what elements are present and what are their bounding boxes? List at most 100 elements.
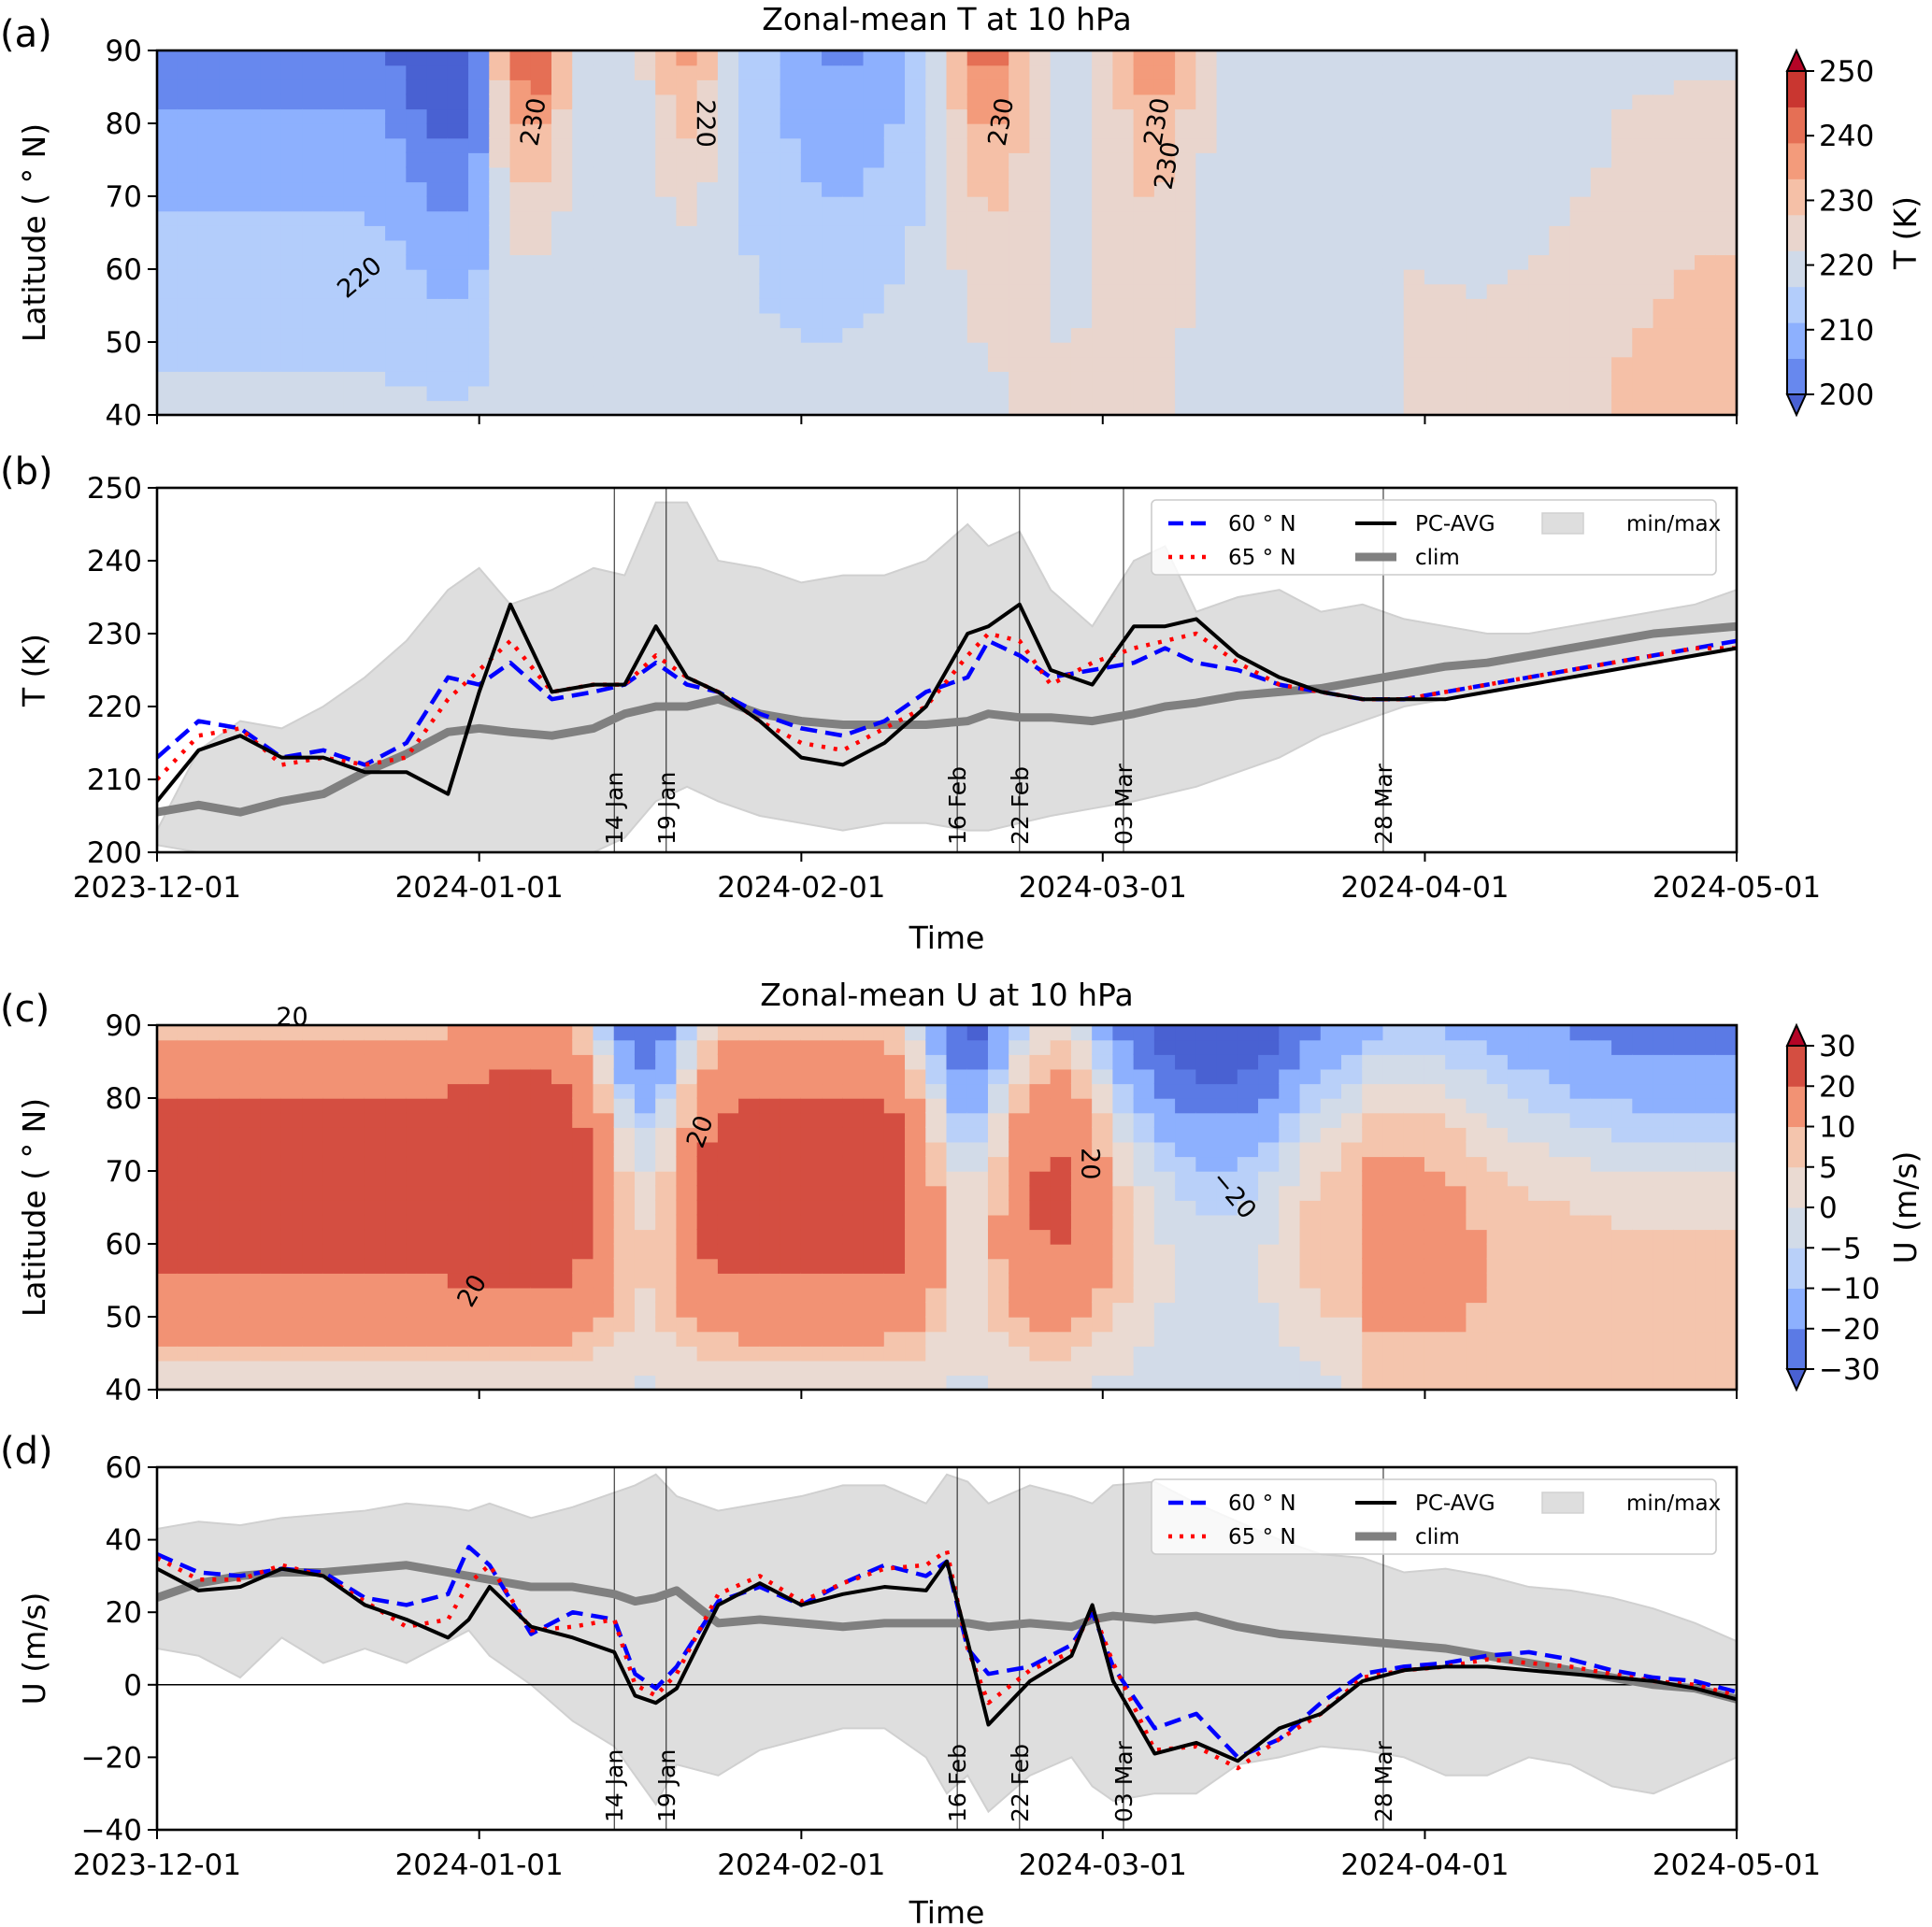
- heatmap-cell: [343, 385, 366, 402]
- heatmap-cell: [468, 1082, 491, 1099]
- heatmap-cell: [717, 1345, 740, 1362]
- heatmap-cell: [925, 356, 948, 372]
- heatmap-cell: [946, 224, 968, 241]
- heatmap-cell: [1362, 312, 1384, 329]
- heatmap-cell: [572, 107, 594, 124]
- heatmap-cell: [260, 1068, 283, 1085]
- heatmap-cell: [1216, 224, 1239, 241]
- heatmap-cell: [406, 239, 428, 256]
- heatmap-cell: [1715, 399, 1737, 415]
- heatmap-cell: [1445, 210, 1467, 226]
- heatmap-cell: [302, 210, 324, 226]
- event-label: 03 Mar: [1110, 1740, 1138, 1822]
- heatmap-cell: [1175, 1185, 1197, 1201]
- heatmap-cell: [1466, 253, 1488, 270]
- heatmap-cell: [1715, 1316, 1737, 1333]
- heatmap-cell: [509, 1316, 532, 1333]
- heatmap-cell: [1382, 224, 1405, 241]
- heatmap-cell: [696, 1097, 720, 1114]
- heatmap-cell: [302, 50, 324, 66]
- heatmap-cell: [1424, 210, 1447, 226]
- heatmap-cell: [696, 93, 720, 110]
- heatmap-cell: [1507, 399, 1530, 415]
- legend-swatch-minmax: [1541, 1492, 1584, 1514]
- heatmap-cell: [343, 1039, 366, 1055]
- heatmap-cell: [655, 1287, 678, 1304]
- heatmap-cell: [1486, 253, 1510, 270]
- heatmap-cell: [676, 1258, 698, 1274]
- heatmap-cell: [239, 180, 262, 197]
- heatmap-cell: [426, 1316, 450, 1333]
- heatmap-cell: [676, 1272, 698, 1289]
- heatmap-cell: [1133, 1199, 1156, 1216]
- heatmap-cell: [1092, 151, 1114, 168]
- heatmap-cell: [572, 210, 594, 226]
- heatmap-cell: [863, 253, 885, 270]
- heatmap-cell: [634, 1126, 657, 1143]
- heatmap-cell: [364, 341, 387, 358]
- heatmap-cell: [676, 1199, 698, 1216]
- heatmap-cell: [1403, 1199, 1426, 1216]
- heatmap-cell: [1569, 1360, 1593, 1377]
- heatmap-cell: [177, 1039, 200, 1055]
- heatmap-cell: [1092, 1126, 1114, 1143]
- colorbar-segment: [1787, 71, 1806, 107]
- heatmap-cell: [883, 1082, 907, 1099]
- heatmap-cell: [1632, 1185, 1654, 1201]
- heatmap-cell: [925, 64, 948, 80]
- heatmap-cell: [1299, 356, 1322, 372]
- heatmap-cell: [343, 166, 366, 183]
- heatmap-cell: [1050, 93, 1073, 110]
- heatmap-cell: [1050, 107, 1073, 124]
- heatmap-cell: [1403, 326, 1426, 343]
- heatmap-cell: [1569, 239, 1593, 256]
- heatmap-cell: [1320, 297, 1343, 314]
- heatmap-cell: [780, 1301, 803, 1318]
- heatmap-cell: [1695, 297, 1717, 314]
- heatmap-cell: [1486, 283, 1510, 299]
- heatmap-cell: [364, 1170, 387, 1187]
- heatmap-cell: [780, 1228, 803, 1245]
- heatmap-cell: [759, 1360, 781, 1377]
- heatmap-cell: [946, 210, 968, 226]
- heatmap-cell: [1320, 326, 1343, 343]
- heatmap-cell: [302, 151, 324, 168]
- heatmap-cell: [572, 1170, 594, 1187]
- heatmap-cell: [1466, 64, 1488, 80]
- heatmap-cell: [1341, 370, 1364, 387]
- heatmap-cell: [634, 1155, 657, 1172]
- heatmap-cell: [1549, 326, 1571, 343]
- heatmap-cell: [1237, 1082, 1260, 1099]
- heatmap-cell: [863, 122, 885, 139]
- heatmap-cell: [905, 1053, 927, 1070]
- heatmap-cell: [406, 1170, 428, 1187]
- heatmap-cell: [260, 1199, 283, 1216]
- heatmap-cell: [364, 356, 387, 372]
- heatmap-cell: [509, 1155, 532, 1172]
- heatmap-cell: [177, 1170, 200, 1187]
- heatmap-cell: [842, 210, 865, 226]
- heatmap-cell: [863, 79, 885, 95]
- heatmap-cell: [489, 122, 511, 139]
- heatmap-cell: [572, 151, 594, 168]
- heatmap-cell: [1486, 1155, 1510, 1172]
- heatmap-cell: [260, 210, 283, 226]
- heatmap-cell: [1050, 253, 1073, 270]
- heatmap-cell: [655, 385, 678, 402]
- heatmap-cell: [280, 326, 304, 343]
- heatmap-cell: [177, 385, 200, 402]
- heatmap-cell: [572, 137, 594, 153]
- heatmap-cell: [1445, 1068, 1467, 1085]
- heatmap-cell: [1424, 283, 1447, 299]
- heatmap-cell: [966, 385, 990, 402]
- heatmap-cell: [1569, 122, 1593, 139]
- heatmap-cell: [613, 1025, 637, 1041]
- heatmap-cell: [925, 50, 948, 66]
- heatmap-cell: [551, 1287, 574, 1304]
- heatmap-cell: [1112, 1345, 1135, 1362]
- heatmap-cell: [572, 399, 594, 415]
- heatmap-cell: [1445, 385, 1467, 402]
- heatmap-cell: [509, 326, 532, 343]
- heatmap-cell: [676, 1126, 698, 1143]
- heatmap-cell: [655, 356, 678, 372]
